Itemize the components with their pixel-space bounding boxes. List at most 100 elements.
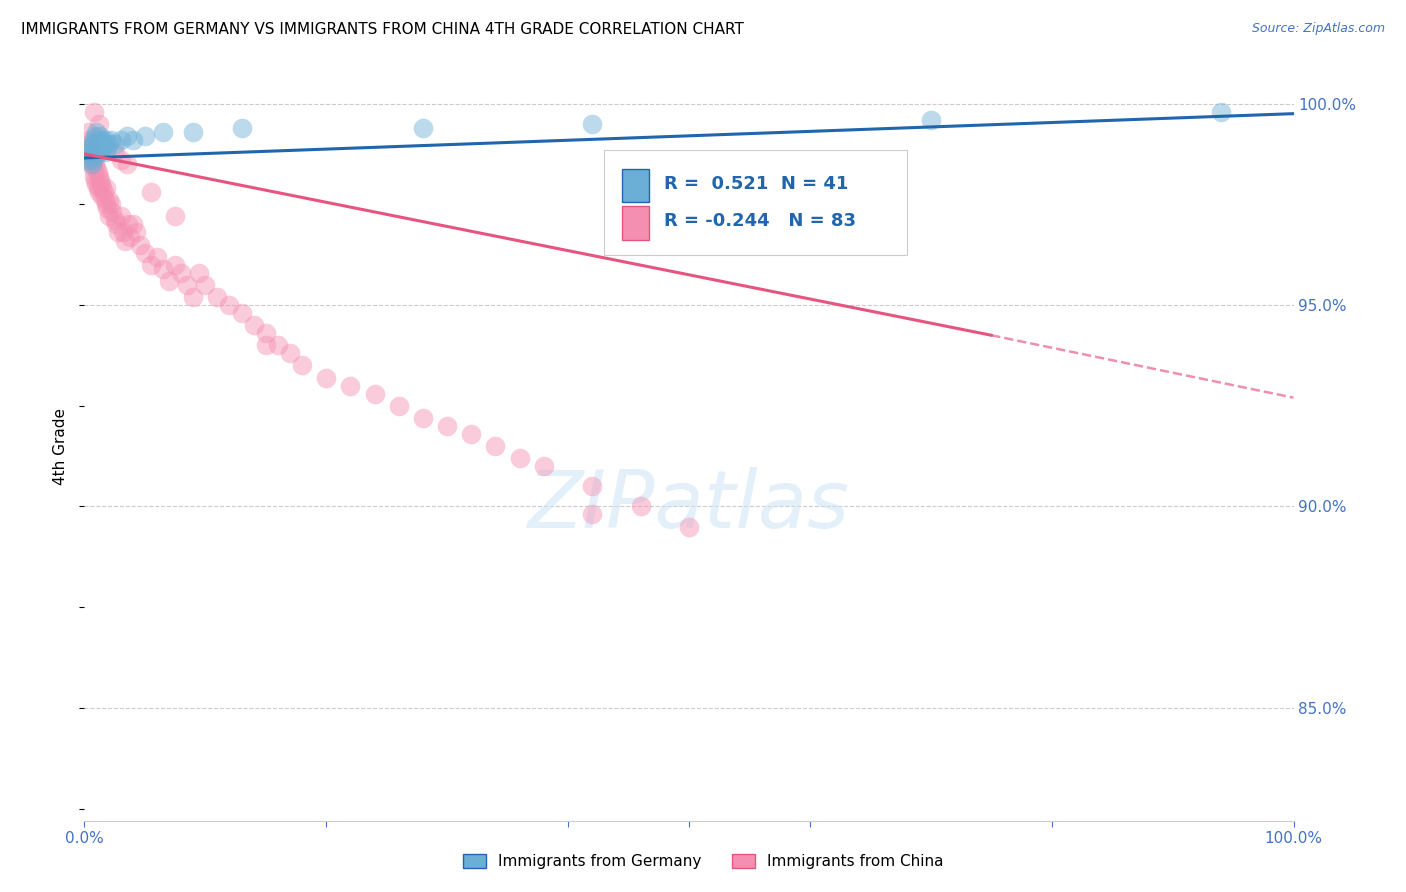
Point [181, 125, 204, 139]
Point [91, 189, 114, 203]
Point [120, 229, 142, 244]
Point [96, 202, 118, 216]
Point [176, 277, 198, 292]
Point [678, 519, 700, 533]
Point [363, 386, 385, 401]
Point [114, 234, 136, 248]
Point [110, 133, 132, 147]
Point [80, 141, 103, 155]
Point [110, 153, 132, 167]
Point [1209, 104, 1232, 119]
Text: Source: ZipAtlas.com: Source: ZipAtlas.com [1251, 22, 1385, 36]
Point [170, 266, 193, 280]
Point [77, 133, 100, 147]
Point [87, 133, 110, 147]
Point [86, 141, 108, 155]
Point [80, 149, 103, 163]
FancyBboxPatch shape [605, 150, 907, 255]
Point [129, 237, 152, 252]
Point [77, 125, 100, 139]
Point [152, 261, 174, 276]
Point [112, 226, 135, 240]
Point [134, 245, 156, 260]
Point [412, 120, 434, 135]
Bar [623, 206, 650, 240]
Point [581, 117, 603, 131]
Point [125, 226, 148, 240]
Point [97, 136, 120, 151]
Text: ZIPatlas: ZIPatlas [527, 467, 851, 545]
Point [96, 141, 118, 155]
Point [117, 218, 139, 232]
Point [218, 298, 240, 312]
Point [84, 173, 107, 187]
Point [86, 181, 108, 195]
Point [79, 145, 101, 159]
Point [82, 136, 104, 151]
Y-axis label: 4th Grade: 4th Grade [53, 408, 69, 484]
Point [84, 157, 107, 171]
Point [581, 479, 603, 493]
Point [194, 277, 217, 292]
Point [115, 128, 138, 143]
Text: R =  0.521  N = 41: R = 0.521 N = 41 [664, 175, 848, 193]
Point [89, 145, 111, 159]
Point [82, 153, 104, 167]
Point [207, 290, 229, 304]
Point [509, 451, 531, 466]
Point [242, 318, 264, 333]
Point [80, 157, 103, 171]
Point [146, 250, 169, 264]
Point [157, 274, 180, 288]
Point [97, 194, 120, 208]
Point [83, 104, 105, 119]
Point [94, 194, 117, 208]
Bar [623, 169, 650, 202]
Point [79, 136, 101, 151]
Point [83, 153, 105, 167]
Point [267, 338, 290, 352]
Text: R = -0.244   N = 83: R = -0.244 N = 83 [664, 212, 855, 230]
Point [460, 426, 482, 441]
Point [231, 306, 253, 320]
Point [291, 359, 314, 373]
Point [94, 197, 117, 211]
Point [100, 133, 122, 147]
Point [254, 326, 277, 341]
Point [86, 125, 108, 139]
Point [278, 346, 301, 360]
Point [90, 177, 112, 191]
Point [87, 169, 110, 183]
Point [139, 185, 162, 199]
Point [165, 258, 187, 272]
Point [121, 133, 143, 147]
Point [94, 133, 117, 147]
Point [86, 177, 108, 191]
Point [79, 145, 101, 159]
Point [436, 418, 458, 433]
Point [188, 266, 211, 280]
Point [84, 145, 107, 159]
Point [90, 136, 112, 151]
Point [254, 338, 277, 352]
Point [104, 145, 127, 159]
Legend: Immigrants from Germany, Immigrants from China: Immigrants from Germany, Immigrants from… [457, 848, 949, 875]
Point [581, 508, 603, 522]
Point [82, 145, 104, 159]
Point [86, 161, 108, 175]
Point [93, 185, 115, 199]
Point [484, 439, 506, 453]
Point [533, 459, 555, 474]
Point [83, 133, 105, 147]
Point [104, 136, 127, 151]
Point [97, 210, 120, 224]
Point [87, 117, 110, 131]
Point [388, 399, 411, 413]
Point [339, 378, 361, 392]
Point [94, 145, 117, 159]
Point [165, 210, 187, 224]
Point [89, 173, 111, 187]
Point [77, 153, 100, 167]
Point [77, 141, 100, 155]
Text: IMMIGRANTS FROM GERMANY VS IMMIGRANTS FROM CHINA 4TH GRADE CORRELATION CHART: IMMIGRANTS FROM GERMANY VS IMMIGRANTS FR… [21, 22, 744, 37]
